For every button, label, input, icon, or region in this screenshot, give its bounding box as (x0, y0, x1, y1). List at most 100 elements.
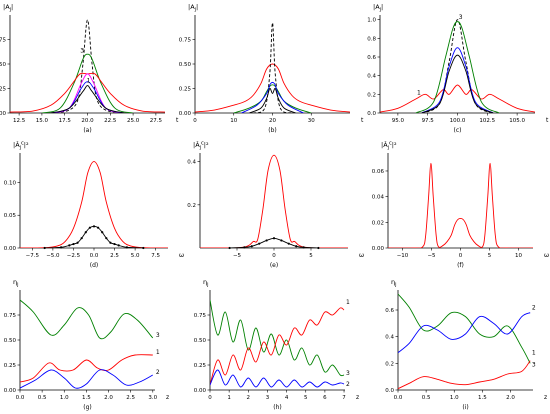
x-tick-label: 5.0 (131, 253, 140, 259)
y-tick-label: 0.00 (0, 111, 6, 117)
series-line (241, 81, 304, 113)
x-tick-label: 1.5 (82, 395, 91, 401)
y-tick-label: 0.00 (194, 388, 207, 394)
x-tick-label: 7.5 (151, 253, 160, 259)
x-tick-label: 100.0 (450, 118, 466, 124)
x-tick-label: 1.0 (450, 395, 459, 401)
data-point (280, 239, 283, 242)
x-tick-label: 2.5 (110, 253, 119, 259)
y-tick-label: 0.00 (4, 246, 17, 252)
y-tick-label: 0.00 (4, 388, 17, 394)
y-tick-label: 0.75 (179, 38, 192, 44)
series-line (380, 84, 535, 113)
data-point (101, 231, 104, 234)
data-point (92, 225, 96, 228)
data-point (97, 226, 100, 229)
panel-caption: (g) (83, 404, 92, 411)
curve-label: 2 (532, 304, 536, 311)
data-point (43, 246, 46, 250)
x-tick-label: 17.5 (59, 118, 72, 124)
x-axis-label: z (356, 394, 359, 401)
panel-caption: (b) (268, 127, 277, 134)
x-tick-label: 15.0 (36, 118, 49, 124)
y-tick-label: 0.0 (367, 111, 376, 117)
data-point (250, 245, 253, 248)
y-tick-label: 0.05 (4, 213, 17, 219)
y-tick-label: 0.2 (385, 361, 394, 367)
x-tick-label: 12.5 (13, 118, 26, 124)
x-tick-label: 10 (230, 118, 237, 124)
y-axis-label: ηj (13, 278, 19, 288)
series-line (421, 54, 494, 113)
y-axis-label: |Âjc|² (193, 140, 209, 151)
curve-label: 1 (346, 299, 350, 306)
x-tick-label: −2.5 (67, 253, 81, 259)
data-point (142, 246, 145, 250)
panel-caption: (d) (90, 262, 99, 269)
x-tick-label: 105.0 (509, 118, 525, 124)
y-tick-label: 0.50 (4, 338, 17, 344)
data-point (258, 242, 261, 245)
panel-caption: (c) (454, 127, 462, 134)
series-line (249, 88, 296, 113)
y-tick-label: 0.00 (179, 111, 192, 117)
y-tick-label: 0.6 (367, 55, 376, 61)
x-axis-label: t (361, 117, 364, 124)
y-axis-label: ηj (203, 278, 209, 288)
data-point (113, 242, 116, 246)
panel-caption: (i) (462, 404, 468, 411)
panel-caption: (h) (273, 404, 281, 411)
x-tick-label: 2.0 (506, 395, 515, 401)
x-tick-label: 3 (266, 395, 270, 401)
x-tick-label: 0 (272, 253, 276, 259)
curve-label: 1 (87, 78, 91, 85)
series-line (398, 312, 531, 354)
curve-label: 2 (346, 381, 350, 388)
y-tick-label: 0.0 (385, 388, 394, 394)
x-tick-label: 3.0 (148, 395, 157, 401)
y-tick-label: 0.50 (194, 338, 207, 344)
data-point (243, 246, 246, 249)
x-tick-label: 27.5 (150, 118, 163, 124)
y-tick-label: 0.75 (194, 313, 207, 319)
panel-caption: (e) (270, 262, 278, 269)
chart-panel: 0 10 20 30 0.00 0.25 0.50 0.75 |Aj| t (b) (179, 3, 364, 134)
chart-panel: 12.5 15.0 17.5 20.0 22.5 25.0 27.5 0.00 0.25 0.50… (0, 3, 179, 134)
x-axis-label: t (546, 117, 549, 124)
y-axis-label: |Âjc|² (381, 140, 397, 151)
curve-label: 3 (459, 14, 463, 21)
data-point (88, 226, 91, 229)
data-point (117, 244, 120, 247)
chart-panel: 95.0 97.5 100.0 102.5 105.0 0.0 0.2 0.4 0.6 0.8 1.… (367, 3, 549, 134)
x-tick-label: 7 (342, 395, 346, 401)
x-tick-label: 6 (323, 395, 327, 401)
y-tick-label: 0.75 (4, 313, 17, 319)
series-line (210, 299, 345, 377)
curve-label: 1 (532, 350, 536, 357)
y-tick-label: 0.25 (194, 363, 207, 369)
chart-panel: 0.0 0.5 1.0 1.5 2.0 2.5 3.0 0.00 0.25 0.50 0.75 3 1 2… (4, 278, 169, 411)
data-point (105, 237, 108, 240)
data-point (80, 237, 83, 240)
series-line (233, 84, 312, 113)
series-line (50, 85, 125, 113)
y-tick-label: 0.2 (187, 203, 196, 209)
curve-label: 3 (156, 332, 160, 339)
x-tick-label: 20 (269, 118, 276, 124)
data-point (60, 246, 63, 249)
x-tick-label: 102.5 (479, 118, 495, 124)
x-tick-label: 5 (488, 253, 492, 259)
x-tick-label: 22.5 (104, 118, 117, 124)
y-tick-label: 0.2 (367, 92, 376, 98)
x-tick-label: 0.0 (16, 395, 25, 401)
curve-label: 3 (532, 362, 536, 369)
y-tick-label: 0.4 (367, 74, 376, 80)
x-tick-label: 0 (208, 395, 212, 401)
series-line (210, 307, 345, 386)
data-point (109, 241, 112, 244)
x-tick-label: −10 (397, 253, 409, 259)
series-line (20, 354, 153, 383)
x-tick-label: −5 (233, 253, 242, 259)
x-tick-label: 1.5 (478, 395, 487, 401)
